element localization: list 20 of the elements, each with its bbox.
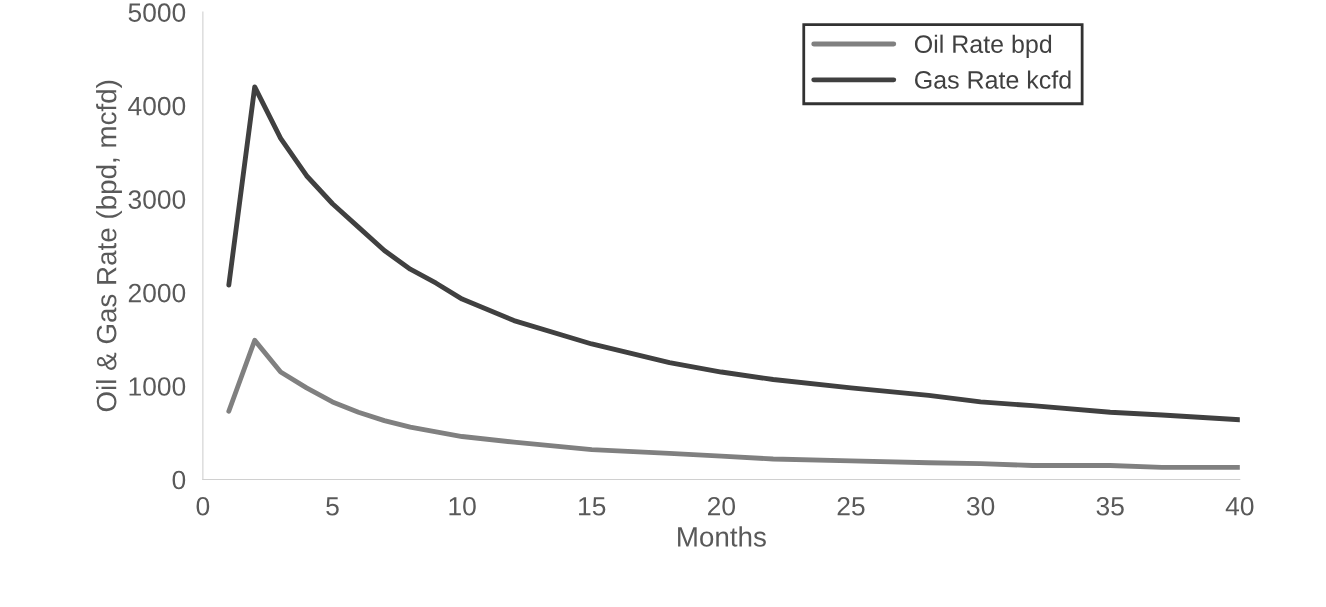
- line-series: [226, 337, 1240, 470]
- x-tick-label: 10: [449, 496, 476, 516]
- y-tick-label: 1000: [129, 377, 186, 396]
- x-tick-label: 0: [196, 496, 210, 516]
- x-axis-title: Months: [678, 526, 766, 547]
- legend-label: Gas Rate kcfd: [915, 70, 1071, 89]
- x-tick-label: 30: [966, 496, 995, 516]
- x-tick-label: 5: [326, 497, 339, 516]
- y-tick-label: 4000: [128, 96, 186, 116]
- legend-label: Oil Rate bpd: [914, 34, 1052, 58]
- x-tick-label: 35: [1096, 496, 1124, 516]
- y-tick-label: 5000: [128, 3, 186, 22]
- y-tick-label: 2000: [128, 283, 186, 303]
- y-tick-label: 0: [172, 470, 186, 490]
- y-axis-title: Oil & Gas Rate (bpd, mcfd): [96, 80, 122, 412]
- x-tick-label: 40: [1225, 496, 1254, 516]
- x-tick-label: 20: [708, 496, 735, 516]
- x-tick-label: 25: [837, 496, 865, 516]
- x-tick-label: 15: [579, 497, 606, 516]
- y-tick-label: 3000: [128, 190, 186, 209]
